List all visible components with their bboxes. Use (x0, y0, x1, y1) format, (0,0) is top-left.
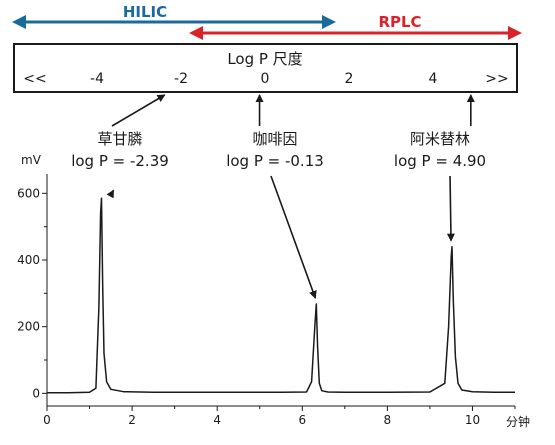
hilic-label: HILIC (123, 3, 167, 21)
peak-pointer-arrow (106, 189, 115, 199)
chromatogram-trace (47, 197, 515, 394)
rplc-range-arrow: RPLC (189, 13, 522, 40)
logp-scale-right-marker: >> (485, 71, 508, 87)
logp-scale-tick-label: 4 (429, 71, 438, 87)
chromatogram-plot: mV 分钟 0 200 400 600 0 2 4 6 8 10 (17, 153, 530, 429)
x-tick-label: 8 (384, 413, 392, 427)
compound-annotation: 咖啡因 log P = -0.13 (226, 94, 324, 299)
logp-scale-tick-label: -4 (90, 71, 104, 87)
x-tick-label: 0 (43, 413, 51, 427)
hilic-arrow-head-left (12, 15, 26, 29)
chromatogram-trace-group (47, 197, 515, 394)
logp-pointer-arrow (111, 94, 166, 127)
plot-axes: 0 200 400 600 0 2 4 6 8 10 (17, 174, 516, 427)
x-tick-label: 4 (213, 413, 221, 427)
y-tick-label: 400 (17, 253, 40, 267)
compound-logp-label: log P = -0.13 (226, 152, 324, 170)
x-tick-label: 6 (298, 413, 306, 427)
logp-scale-bar: Log P 尺度 << >> -4 -2 0 2 4 (13, 43, 518, 93)
y-tick-label: 200 (17, 320, 40, 334)
compound-name: 咖啡因 (252, 130, 297, 148)
x-tick-label: 10 (465, 413, 480, 427)
logp-scale-title: Log P 尺度 (227, 50, 302, 68)
compound-annotation: 草甘膦 log P = -2.39 (71, 94, 169, 199)
y-tick-label: 0 (32, 386, 40, 400)
logp-scale-tick-label: -2 (174, 71, 188, 87)
compound-annotations: 草甘膦 log P = -2.39 咖啡因 log P = -0.13 阿米替林 log … (71, 94, 486, 299)
compound-name: 阿米替林 (410, 130, 470, 148)
rplc-arrow-head-left (189, 26, 203, 40)
peak-pointer-arrow (446, 175, 455, 242)
hilic-range-arrow: HILIC (12, 3, 336, 29)
compound-name: 草甘膦 (97, 130, 142, 148)
y-tick-label: 600 (17, 186, 40, 200)
compound-logp-label: log P = 4.90 (394, 152, 486, 170)
compound-annotation: 阿米替林 log P = 4.90 (394, 94, 486, 242)
peak-pointer-arrow (270, 175, 317, 299)
logp-scale-ticks: -4 -2 0 2 4 (90, 71, 438, 87)
logp-scale-left-marker: << (23, 71, 46, 87)
x-tick-label: 2 (128, 413, 136, 427)
logp-scale-tick-label: 0 (261, 71, 270, 87)
rplc-label: RPLC (378, 13, 421, 31)
hilic-arrow-head-right (322, 15, 336, 29)
logp-scale-tick-label: 2 (345, 71, 354, 87)
logp-scale-box (13, 43, 518, 93)
compound-logp-label: log P = -2.39 (71, 152, 169, 170)
rplc-arrow-head-right (508, 26, 522, 40)
y-axis-label: mV (21, 153, 42, 167)
x-axis-label: 分钟 (506, 414, 530, 429)
